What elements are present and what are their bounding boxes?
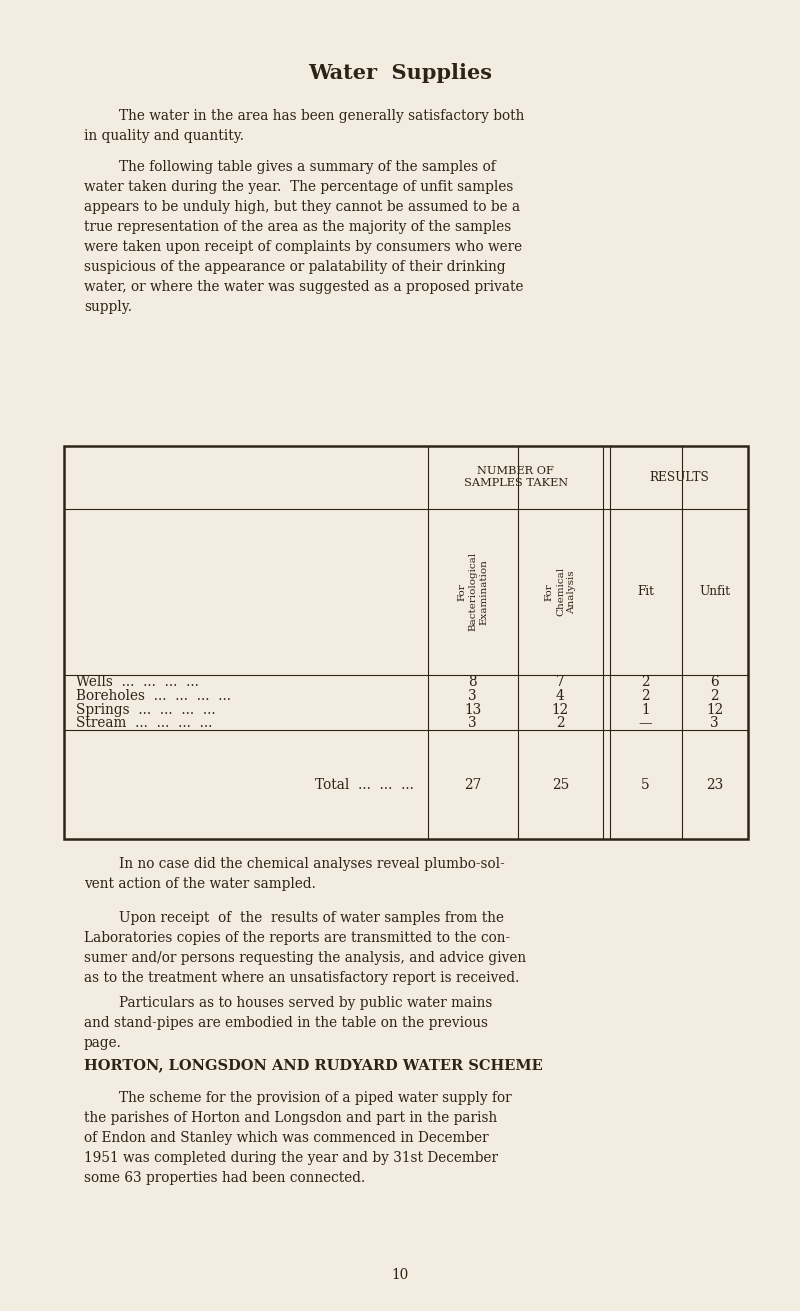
- Text: 7: 7: [556, 675, 565, 690]
- Text: HORTON, LONGSDON AND RUDYARD WATER SCHEME: HORTON, LONGSDON AND RUDYARD WATER SCHEM…: [84, 1058, 542, 1072]
- Text: 3: 3: [469, 688, 477, 703]
- Text: Fit: Fit: [637, 586, 654, 598]
- Text: —: —: [638, 716, 653, 730]
- Text: Water  Supplies: Water Supplies: [308, 63, 492, 83]
- Text: 4: 4: [556, 688, 565, 703]
- Text: 8: 8: [469, 675, 477, 690]
- Text: Upon receipt  of  the  results of water samples from the
Laboratories copies of : Upon receipt of the results of water sam…: [84, 911, 526, 986]
- Text: Total  ...  ...  ...: Total ... ... ...: [314, 777, 414, 792]
- Text: 12: 12: [552, 703, 569, 717]
- Bar: [64, 446, 748, 839]
- Text: Springs  ...  ...  ...  ...: Springs ... ... ... ...: [76, 703, 216, 717]
- Text: 2: 2: [642, 675, 650, 690]
- Text: The water in the area has been generally satisfactory both
in quality and quanti: The water in the area has been generally…: [84, 109, 524, 143]
- Text: Boreholes  ...  ...  ...  ...: Boreholes ... ... ... ...: [76, 688, 231, 703]
- Text: RESULTS: RESULTS: [649, 471, 709, 484]
- Text: Wells  ...  ...  ...  ...: Wells ... ... ... ...: [76, 675, 199, 690]
- Text: 10: 10: [391, 1268, 409, 1282]
- Text: For
Chemical
Analysis: For Chemical Analysis: [545, 568, 576, 616]
- Text: 27: 27: [464, 777, 482, 792]
- Text: The following table gives a summary of the samples of
water taken during the yea: The following table gives a summary of t…: [84, 160, 523, 315]
- Text: 3: 3: [469, 716, 477, 730]
- Text: Particulars as to houses served by public water mains
and stand-pipes are embodi: Particulars as to houses served by publi…: [84, 996, 492, 1050]
- Text: 2: 2: [710, 688, 719, 703]
- Text: 25: 25: [552, 777, 569, 792]
- Text: 1: 1: [642, 703, 650, 717]
- Text: 13: 13: [464, 703, 482, 717]
- Text: 23: 23: [706, 777, 723, 792]
- Text: 5: 5: [642, 777, 650, 792]
- Text: For
Bacteriological
Examination: For Bacteriological Examination: [457, 552, 488, 632]
- Text: 2: 2: [642, 688, 650, 703]
- Text: 6: 6: [710, 675, 719, 690]
- Text: 3: 3: [710, 716, 719, 730]
- Text: Unfit: Unfit: [699, 586, 730, 598]
- Text: NUMBER OF
SAMPLES TAKEN: NUMBER OF SAMPLES TAKEN: [463, 465, 568, 489]
- Text: 12: 12: [706, 703, 723, 717]
- Text: In no case did the chemical analyses reveal plumbo-sol-
vent action of the water: In no case did the chemical analyses rev…: [84, 857, 505, 891]
- Text: Stream  ...  ...  ...  ...: Stream ... ... ... ...: [76, 716, 212, 730]
- Text: The scheme for the provision of a piped water supply for
the parishes of Horton : The scheme for the provision of a piped …: [84, 1091, 512, 1185]
- Text: 2: 2: [556, 716, 565, 730]
